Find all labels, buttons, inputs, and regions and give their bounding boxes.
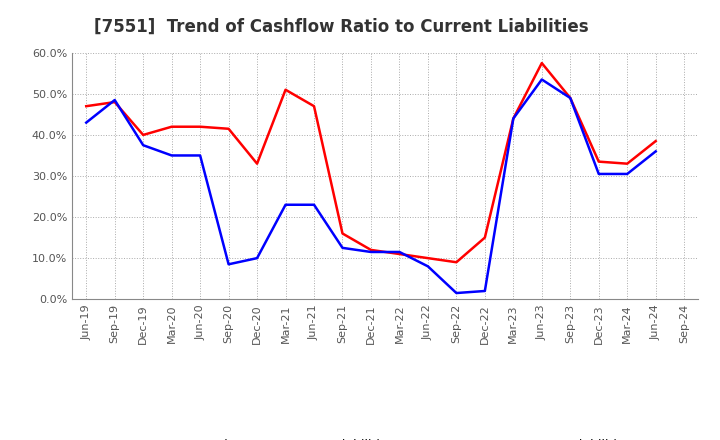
Free CF to Current Liabilities xyxy=(139,143,148,148)
Operating CF to Current Liabilities xyxy=(139,132,148,138)
Operating CF to Current Liabilities xyxy=(366,247,375,253)
Free CF to Current Liabilities xyxy=(595,171,603,176)
Operating CF to Current Liabilities xyxy=(480,235,489,240)
Operating CF to Current Liabilities xyxy=(652,139,660,144)
Operating CF to Current Liabilities xyxy=(566,95,575,101)
Operating CF to Current Liabilities xyxy=(253,161,261,166)
Operating CF to Current Liabilities xyxy=(509,116,518,121)
Operating CF to Current Liabilities xyxy=(595,159,603,164)
Legend: Operating CF to Current Liabilities, Free CF to Current Liabilities: Operating CF to Current Liabilities, Fre… xyxy=(135,433,636,440)
Operating CF to Current Liabilities xyxy=(423,256,432,261)
Operating CF to Current Liabilities xyxy=(110,99,119,105)
Free CF to Current Liabilities xyxy=(110,97,119,103)
Free CF to Current Liabilities xyxy=(395,249,404,255)
Free CF to Current Liabilities xyxy=(225,262,233,267)
Free CF to Current Liabilities xyxy=(480,288,489,293)
Line: Operating CF to Current Liabilities: Operating CF to Current Liabilities xyxy=(86,63,656,262)
Operating CF to Current Liabilities xyxy=(282,87,290,92)
Operating CF to Current Liabilities xyxy=(82,103,91,109)
Operating CF to Current Liabilities xyxy=(338,231,347,236)
Free CF to Current Liabilities xyxy=(82,120,91,125)
Free CF to Current Liabilities xyxy=(196,153,204,158)
Operating CF to Current Liabilities xyxy=(395,251,404,257)
Operating CF to Current Liabilities xyxy=(225,126,233,132)
Free CF to Current Liabilities xyxy=(253,256,261,261)
Operating CF to Current Liabilities xyxy=(537,60,546,66)
Free CF to Current Liabilities xyxy=(366,249,375,255)
Free CF to Current Liabilities xyxy=(338,245,347,250)
Text: [7551]  Trend of Cashflow Ratio to Current Liabilities: [7551] Trend of Cashflow Ratio to Curren… xyxy=(94,18,588,36)
Operating CF to Current Liabilities xyxy=(310,103,318,109)
Free CF to Current Liabilities xyxy=(652,149,660,154)
Free CF to Current Liabilities xyxy=(310,202,318,207)
Line: Free CF to Current Liabilities: Free CF to Current Liabilities xyxy=(86,80,656,293)
Free CF to Current Liabilities xyxy=(167,153,176,158)
Free CF to Current Liabilities xyxy=(566,95,575,101)
Free CF to Current Liabilities xyxy=(537,77,546,82)
Operating CF to Current Liabilities xyxy=(167,124,176,129)
Operating CF to Current Liabilities xyxy=(623,161,631,166)
Free CF to Current Liabilities xyxy=(623,171,631,176)
Operating CF to Current Liabilities xyxy=(452,260,461,265)
Free CF to Current Liabilities xyxy=(452,290,461,296)
Free CF to Current Liabilities xyxy=(509,116,518,121)
Free CF to Current Liabilities xyxy=(423,264,432,269)
Free CF to Current Liabilities xyxy=(282,202,290,207)
Operating CF to Current Liabilities xyxy=(196,124,204,129)
